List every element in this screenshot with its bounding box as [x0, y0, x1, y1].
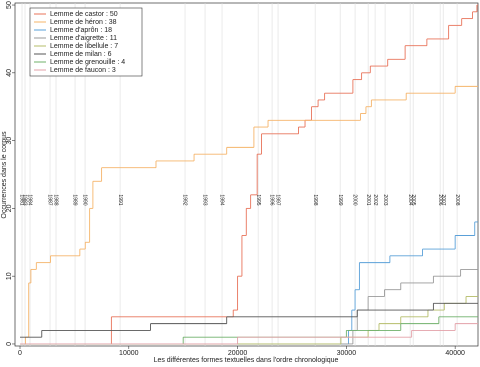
year-label: 1996	[269, 194, 275, 205]
year-label: 1992	[182, 194, 188, 205]
legend-box	[29, 7, 143, 77]
legend-label: Lemme de libellule : 7	[50, 43, 118, 50]
year-label: 2003	[382, 194, 388, 205]
x-tick-label: 0	[18, 350, 22, 357]
year-label: 1988	[53, 194, 59, 205]
year-label: 2005	[410, 194, 416, 205]
legend-label: Lemme de castor : 50	[50, 11, 118, 18]
plot-frame	[14, 2, 479, 347]
year-label: 1998	[312, 194, 318, 205]
year-label: 2002	[372, 194, 378, 205]
year-label: 1983	[22, 194, 28, 205]
y-axis-title: Occurrences dans le corpus	[1, 131, 8, 219]
legend-label: Lemme d'aigrette : 11	[50, 35, 117, 42]
x-tick-label: 40000	[445, 350, 465, 357]
y-tick-label: 0	[6, 342, 13, 346]
legend-label: Lemme de faucon : 3	[50, 67, 116, 74]
year-label: 1993	[202, 194, 208, 205]
year-label: 1991	[117, 194, 123, 205]
year-label: 1999	[337, 194, 343, 205]
y-tick-label: 20	[6, 204, 13, 212]
y-tick-label: 30	[6, 137, 13, 145]
x-axis-title: Les différentes formes textuelles dans l…	[154, 357, 339, 364]
year-label: 1994	[219, 194, 225, 205]
x-tick-label: 30000	[337, 350, 357, 357]
legend-label: Lemme d'aprôn : 18	[50, 27, 112, 34]
y-tick-label: 50	[6, 1, 13, 9]
legend-label: Lemme de grenouille : 4	[50, 59, 125, 66]
year-label: 1990	[82, 194, 88, 205]
year-label: 2001	[365, 194, 371, 205]
year-label: 1981	[19, 194, 25, 205]
y-tick-label: 10	[6, 272, 13, 280]
x-tick-label: 10000	[119, 350, 139, 357]
year-label: 2000	[352, 194, 358, 205]
year-label: 1987	[47, 194, 53, 205]
x-tick-label: 20000	[228, 350, 248, 357]
year-label: 2006	[437, 194, 443, 205]
year-label: 1989	[72, 194, 78, 205]
year-label: 2004	[407, 194, 413, 205]
year-label: 2008	[454, 194, 460, 205]
legend-label: Lemme de milan : 6	[50, 51, 112, 58]
y-tick-label: 40	[6, 69, 13, 77]
year-label: 1997	[275, 194, 281, 205]
legend-label: Lemme de héron : 38	[50, 19, 117, 26]
year-label: 2007	[440, 194, 446, 205]
year-label: 1995	[255, 194, 261, 205]
year-label: 1984	[27, 194, 33, 205]
